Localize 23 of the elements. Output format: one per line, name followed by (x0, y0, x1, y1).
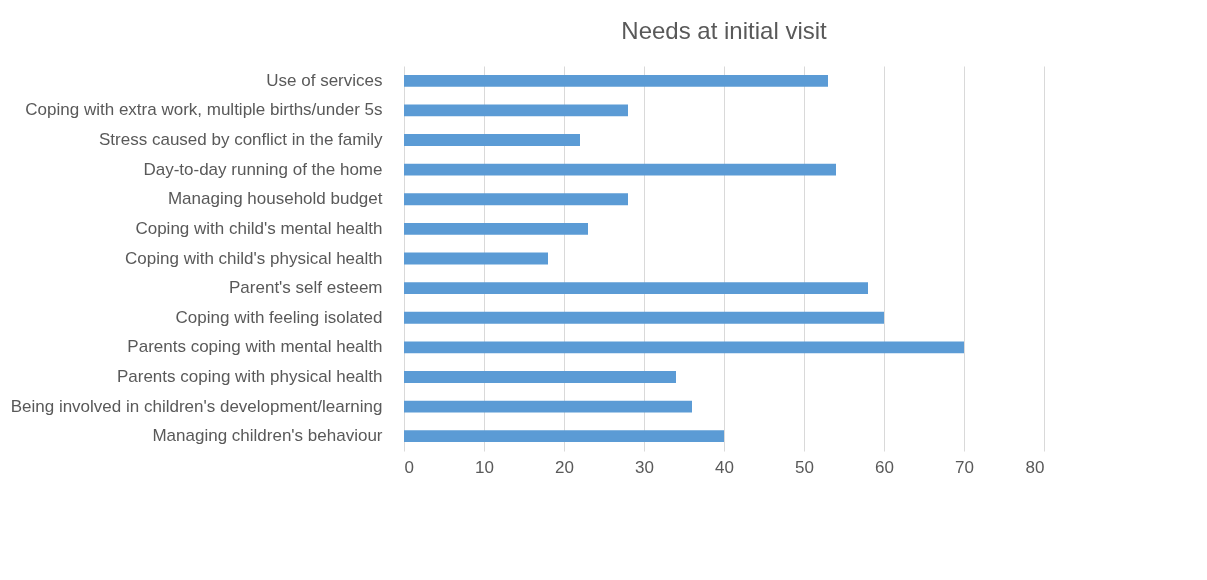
x-tick-label: 60 (875, 457, 894, 477)
y-tick-label: Parent's self esteem (229, 278, 383, 298)
x-tick-label: 80 (1025, 457, 1045, 477)
x-tick-label: 30 (635, 457, 654, 477)
y-tick-label: Stress caused by conflict in the family (99, 130, 383, 150)
y-tick-label: Being involved in children's development/learning (10, 396, 383, 416)
x-tick-label: 50 (795, 457, 814, 477)
y-tick-label: Coping with feeling isolated (175, 307, 383, 327)
x-tick-label: 20 (555, 457, 574, 477)
y-tick-label: Coping with child's physical health (125, 248, 383, 268)
y-tick-label: Coping with extra work, multiple births/under 5s (25, 100, 383, 120)
y-tick-label: Parents coping with physical health (116, 366, 383, 386)
y-tick-label: Managing household budget (167, 189, 383, 209)
y-tick-label: Parents coping with mental health (127, 337, 383, 357)
y-tick-label: Use of services (266, 70, 383, 90)
y-tick-label: Coping with child's mental health (135, 218, 383, 238)
x-tick-label: 40 (715, 457, 734, 477)
x-tick-label: 10 (475, 457, 494, 477)
x-tick-label: 0 (404, 457, 414, 477)
y-tick-label: Managing children's behaviour (152, 426, 383, 446)
y-tick-label: Day-to-day running of the home (143, 159, 383, 179)
x-tick-label: 70 (955, 457, 974, 477)
chart-title: Needs at initial visit (621, 17, 828, 44)
